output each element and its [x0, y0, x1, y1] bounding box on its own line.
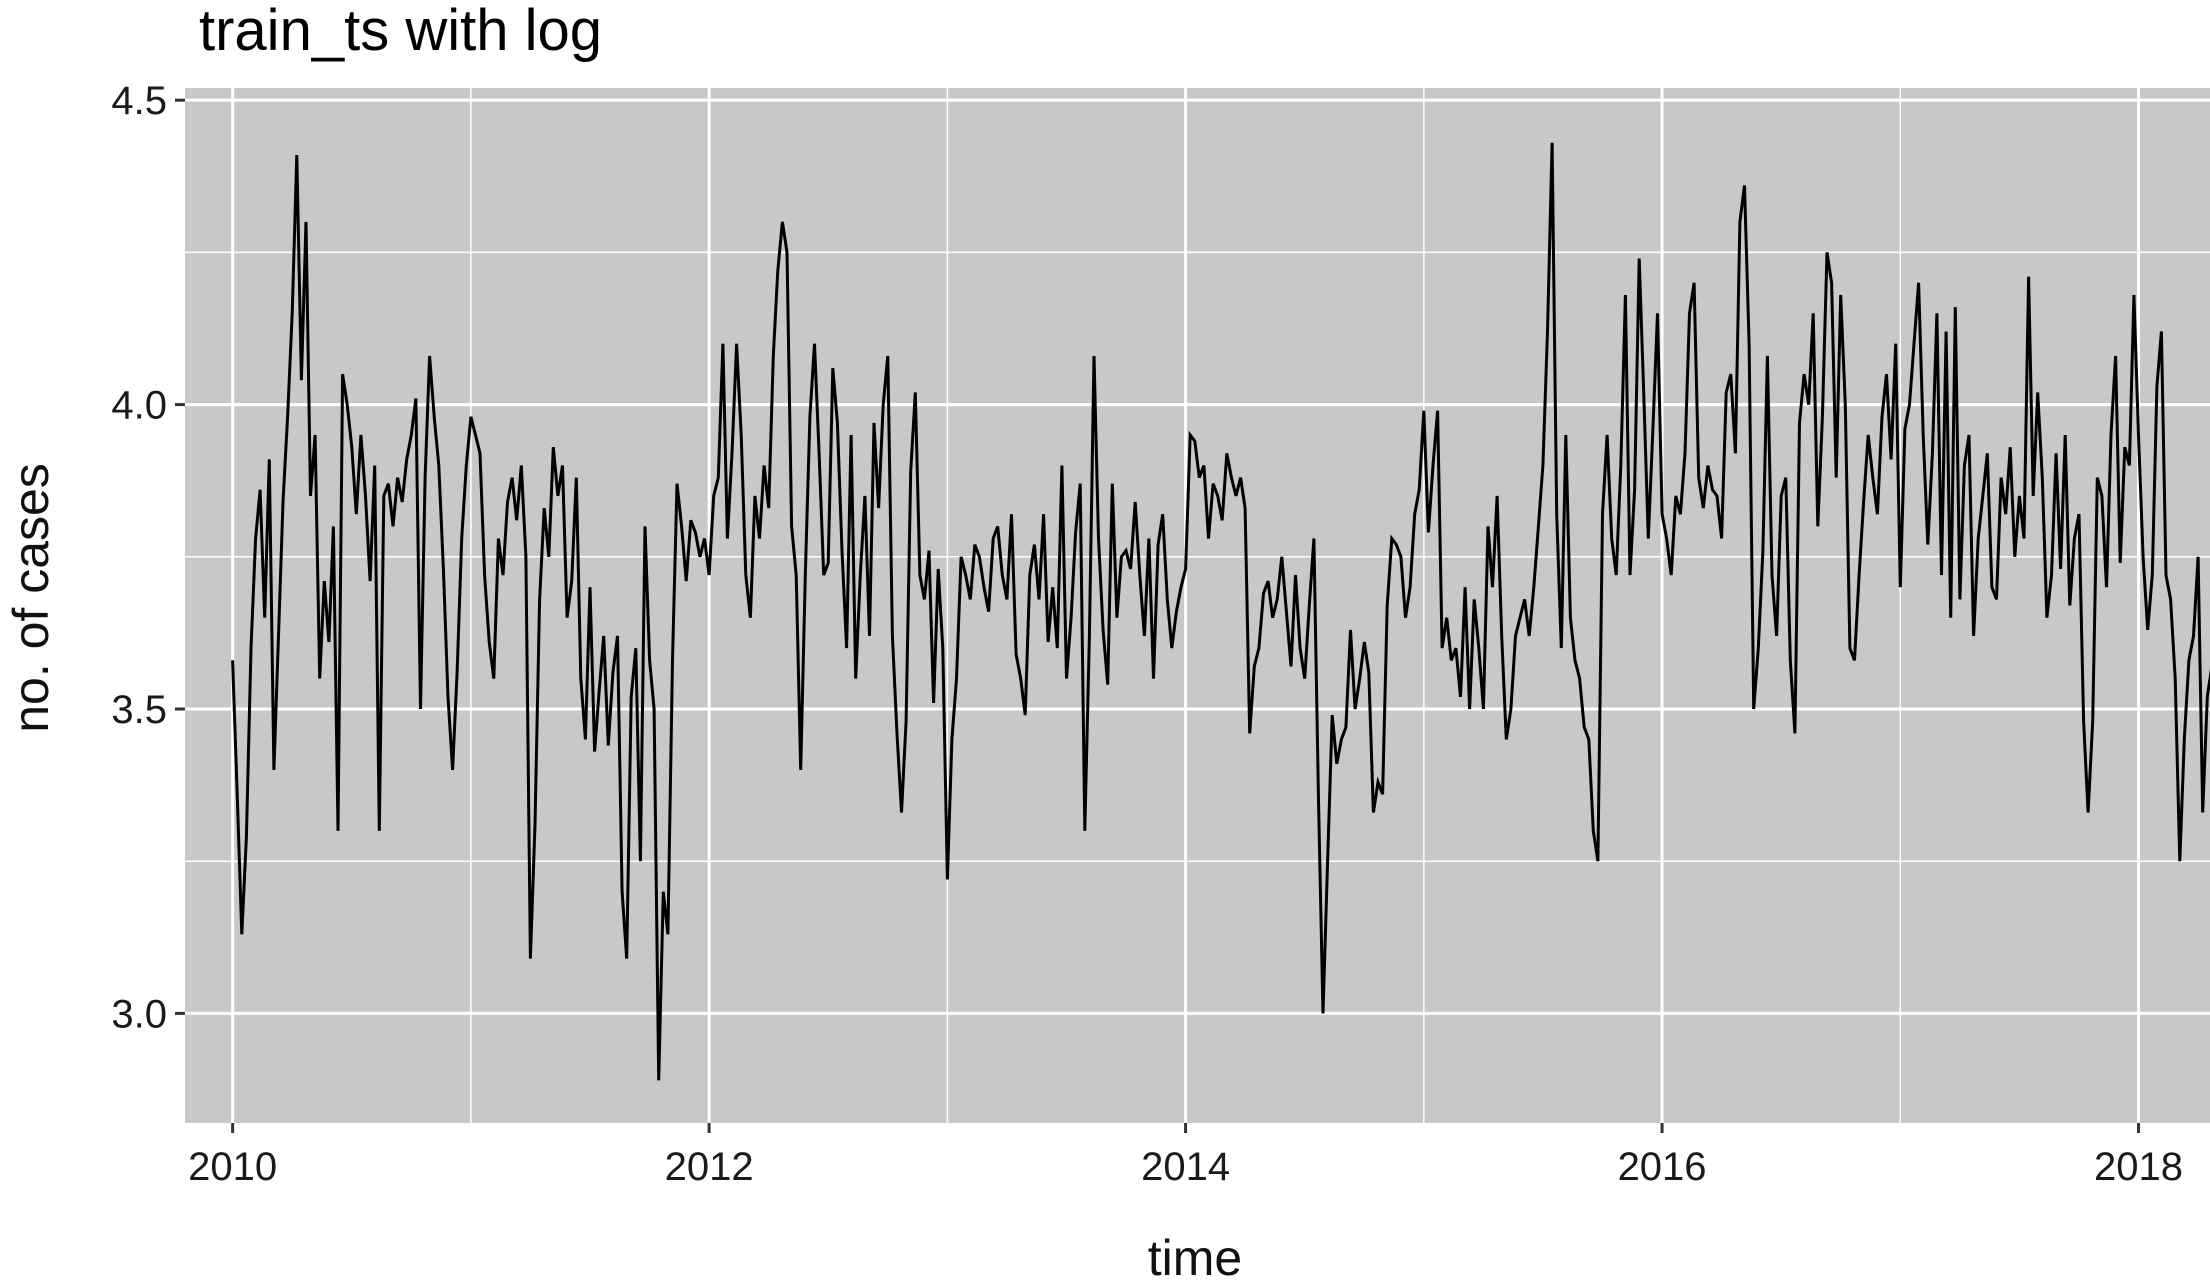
x-axis: 2010 2012 2014 2016 2018 [188, 1123, 2183, 1189]
x-tick-label: 2010 [188, 1145, 277, 1189]
series-line [231, 142, 2210, 1081]
y-tick-label: 3.5 [111, 688, 167, 732]
major-gridlines [185, 88, 2210, 1123]
y-tick-label: 4.5 [111, 79, 167, 123]
x-tick-label: 2018 [2094, 1145, 2183, 1189]
y-tick-label: 3.0 [111, 992, 167, 1036]
y-axis-title: no. of cases [3, 463, 59, 733]
plot-panel [185, 88, 2210, 1123]
x-tick-label: 2012 [665, 1145, 754, 1189]
x-axis-title: time [1148, 1230, 1242, 1286]
x-tick-label: 2014 [1141, 1145, 1230, 1189]
minor-gridlines [185, 88, 2210, 1123]
chart-title: train_ts with log [199, 0, 602, 63]
y-tick-label: 4.0 [111, 384, 167, 428]
y-axis: 3.0 3.5 4.0 4.5 [111, 79, 185, 1036]
x-tick-label: 2016 [1618, 1145, 1707, 1189]
